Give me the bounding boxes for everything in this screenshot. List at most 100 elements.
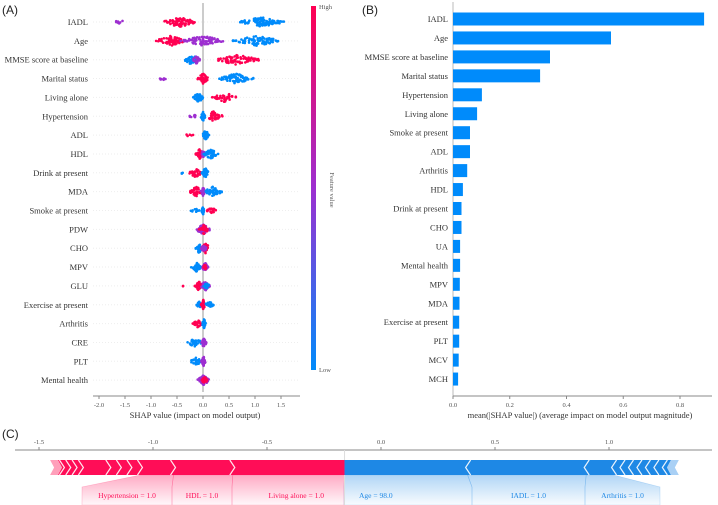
shap-point — [181, 171, 184, 175]
feature-label: Marital status — [41, 74, 88, 84]
panel-label-a: (A) — [2, 3, 18, 17]
shap-point — [191, 341, 195, 344]
shap-point — [203, 378, 206, 381]
shap-point — [188, 19, 191, 22]
shap-point — [193, 265, 196, 269]
shap-point — [268, 37, 271, 41]
bar — [453, 277, 460, 291]
feature-label: CHO — [70, 243, 88, 253]
shap-point — [258, 23, 262, 26]
shap-point — [207, 152, 210, 156]
shap-point — [203, 136, 206, 140]
shap-point — [234, 80, 238, 83]
shap-point — [197, 267, 200, 271]
shap-point — [204, 79, 208, 83]
shap-point — [241, 76, 245, 80]
x-tick-label-b: 0.2 — [506, 402, 514, 409]
shap-point — [257, 59, 260, 62]
shap-point — [253, 57, 257, 61]
shap-point — [220, 96, 224, 100]
shap-point — [261, 36, 265, 40]
shap-point — [211, 185, 214, 189]
shap-point — [170, 39, 174, 42]
shap-point — [189, 62, 193, 65]
bar — [453, 164, 468, 178]
shap-point — [202, 364, 205, 368]
bar-label: HDL — [431, 185, 448, 195]
shap-point — [202, 119, 205, 122]
bar-label: Living alone — [405, 109, 448, 119]
force-feature-label: IADL = 1.0 — [511, 491, 546, 500]
force-tail — [50, 460, 63, 475]
shap-point — [164, 41, 168, 44]
bar-label: Smoke at present — [389, 128, 448, 138]
shap-point — [237, 40, 241, 44]
force-chevron — [653, 459, 660, 476]
shap-point — [242, 57, 245, 60]
shap-point — [264, 21, 268, 25]
shap-point — [162, 77, 166, 80]
shap-point — [261, 16, 265, 20]
shap-point — [170, 44, 174, 47]
bar — [453, 220, 462, 234]
shap-point — [208, 117, 212, 121]
shap-point — [212, 189, 216, 192]
shap-point — [201, 340, 204, 344]
shap-point — [244, 61, 247, 64]
shap-point — [163, 19, 167, 23]
shap-point — [201, 114, 204, 117]
force-chevron — [636, 459, 643, 476]
shap-point — [195, 359, 198, 363]
shap-point — [197, 209, 201, 212]
shap-point — [228, 95, 231, 98]
x-tick-label-a: 0.5 — [225, 402, 233, 409]
x-tick-label-a: 1.0 — [251, 402, 259, 409]
shap-point — [190, 170, 194, 174]
shap-point — [187, 37, 191, 41]
force-chevron — [105, 459, 112, 476]
force-tail — [666, 460, 679, 475]
shap-point — [204, 264, 207, 267]
force-chevron — [583, 459, 590, 476]
shap-point — [216, 96, 220, 100]
shap-point — [202, 338, 206, 342]
feature-label: Arthritis — [59, 319, 88, 329]
shap-point — [204, 251, 207, 255]
shap-point — [203, 115, 206, 119]
shap-point — [204, 302, 208, 306]
shap-point — [267, 22, 270, 26]
shap-point — [196, 172, 200, 175]
shap-point — [260, 19, 264, 23]
shap-point — [199, 228, 202, 231]
x-axis-label-b: mean(|SHAP value|) (average impact on mo… — [468, 410, 693, 420]
shap-point — [226, 60, 230, 63]
shap-point — [214, 192, 218, 196]
shap-point — [198, 280, 201, 284]
shap-point — [263, 19, 266, 22]
shap-point — [253, 43, 257, 47]
bar-label: MCH — [429, 374, 448, 384]
force-feature-label: Living alone = 1.0 — [269, 491, 325, 500]
shap-point — [236, 56, 240, 59]
shap-point — [233, 81, 236, 85]
bar — [453, 107, 478, 121]
shap-point — [215, 189, 219, 193]
shap-point — [193, 194, 197, 197]
force-chevron — [58, 459, 66, 476]
shap-point — [277, 19, 280, 23]
x-tick-label-c: 0.0 — [377, 439, 385, 446]
shap-point — [206, 303, 210, 307]
shap-point — [172, 24, 176, 27]
feature-label: ADL — [71, 130, 88, 140]
shap-point — [171, 21, 174, 25]
shap-point — [218, 190, 221, 194]
shap-point — [211, 191, 215, 195]
feature-label: HDL — [71, 149, 88, 159]
shap-point — [191, 210, 194, 213]
force-label-connector — [171, 474, 234, 505]
shap-point — [117, 22, 121, 25]
force-label-connector — [81, 474, 174, 505]
feature-label: Exercise at present — [24, 300, 89, 310]
shap-point — [261, 39, 265, 43]
